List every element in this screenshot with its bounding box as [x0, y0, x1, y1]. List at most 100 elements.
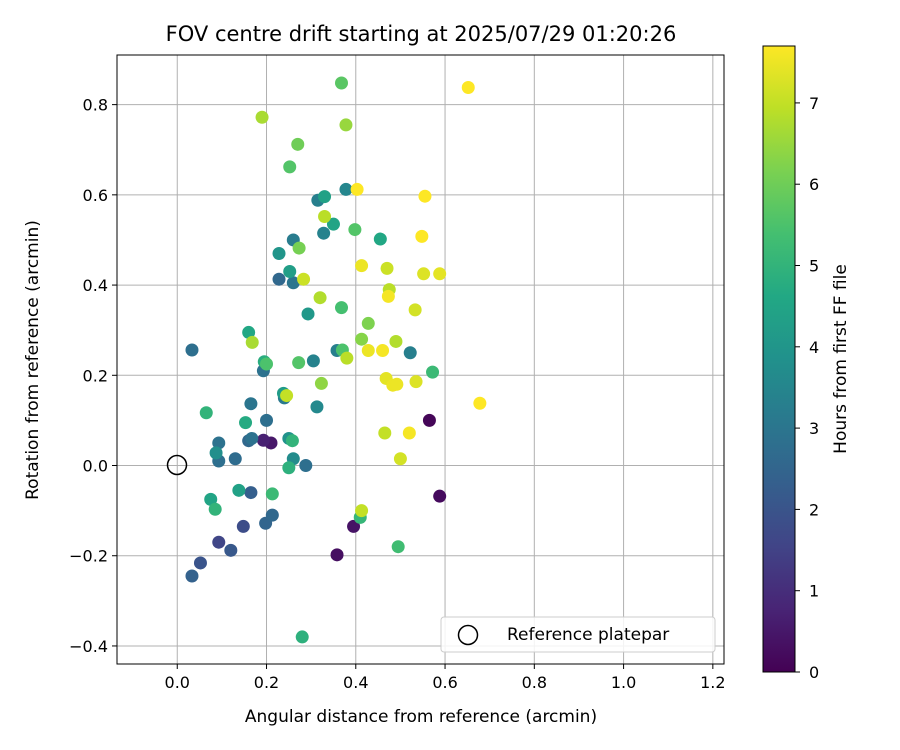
- legend: Reference platepar: [440, 616, 716, 653]
- data-point: [265, 487, 279, 501]
- data-point: [285, 434, 299, 448]
- data-point: [297, 272, 311, 286]
- chart-title: FOV centre drift starting at 2025/07/29 …: [166, 22, 677, 46]
- data-point: [348, 223, 362, 237]
- data-point: [393, 452, 407, 466]
- y-tick-label: 0.6: [83, 186, 108, 205]
- data-point: [260, 357, 274, 371]
- data-point: [361, 343, 375, 357]
- data-point: [204, 492, 218, 506]
- colorbar-tick-label: 0: [809, 663, 819, 682]
- plot-frame: [116, 54, 725, 665]
- data-point: [391, 540, 405, 554]
- data-point: [272, 246, 286, 260]
- data-point: [236, 519, 250, 533]
- data-point: [339, 118, 353, 132]
- x-axis-ticks: 0.0 0.2 0.4 0.6 0.8 1.0 1.2: [165, 664, 726, 692]
- data-point: [339, 182, 353, 196]
- data-point: [212, 535, 226, 549]
- x-tick-label: 0.4: [343, 673, 368, 692]
- data-point: [245, 335, 259, 349]
- y-tick-label: 0.4: [83, 276, 108, 295]
- data-point: [245, 431, 259, 445]
- data-point: [409, 375, 423, 389]
- data-point: [378, 426, 392, 440]
- data-point: [335, 301, 349, 315]
- data-point: [244, 397, 258, 411]
- data-point: [199, 406, 213, 420]
- data-point: [283, 265, 297, 279]
- data-point: [330, 548, 344, 562]
- data-point: [461, 80, 475, 94]
- y-tick-label: 0.8: [83, 96, 108, 115]
- data-point: [355, 259, 369, 273]
- data-point: [193, 556, 207, 570]
- data-point: [318, 190, 332, 204]
- data-point: [299, 459, 313, 473]
- data-point: [301, 307, 315, 321]
- data-point: [185, 343, 199, 357]
- colorbar-tick-label: 1: [809, 582, 819, 601]
- data-point: [232, 483, 246, 497]
- data-point: [228, 452, 242, 466]
- colorbar-tick-label: 6: [809, 175, 819, 194]
- x-tick-label: 1.2: [700, 673, 725, 692]
- legend-reference-marker: [457, 624, 479, 646]
- data-point: [415, 229, 429, 243]
- x-tick-label: 0.8: [522, 673, 547, 692]
- data-point: [185, 569, 199, 583]
- data-point: [256, 433, 270, 447]
- reference-marker: [166, 454, 188, 476]
- data-point: [389, 334, 403, 348]
- data-point: [292, 241, 306, 255]
- data-point: [260, 413, 274, 427]
- data-point: [350, 182, 364, 196]
- data-point: [373, 232, 387, 246]
- data-point: [426, 365, 440, 379]
- data-points: [185, 76, 487, 644]
- data-point: [209, 446, 223, 460]
- x-tick-label: 1.0: [611, 673, 636, 692]
- data-point: [283, 160, 297, 174]
- colorbar-tick-label: 4: [809, 338, 819, 357]
- data-point: [390, 377, 404, 391]
- colorbar-label: Hours from first FF file: [831, 264, 851, 454]
- data-point: [376, 343, 390, 357]
- data-point: [326, 217, 340, 231]
- data-point: [318, 209, 332, 223]
- data-point: [335, 76, 349, 90]
- data-point: [380, 261, 394, 275]
- data-point: [403, 346, 417, 360]
- colorbar-tick-label: 5: [809, 257, 819, 276]
- data-point: [355, 332, 369, 346]
- data-point: [291, 137, 305, 151]
- data-point: [306, 354, 320, 368]
- colorbar-tick-label: 3: [809, 419, 819, 438]
- grid-lines: [117, 55, 724, 664]
- data-point: [355, 504, 369, 518]
- colorbar-tick-label: 2: [809, 500, 819, 519]
- data-point: [286, 276, 300, 290]
- y-axis-label: Rotation from reference (arcmin): [23, 220, 43, 500]
- data-point: [433, 267, 447, 281]
- data-point: [473, 396, 487, 410]
- data-point: [224, 543, 238, 557]
- x-axis-label: Angular distance from reference (arcmin): [245, 707, 597, 727]
- data-point: [244, 486, 258, 500]
- y-tick-label: 0.2: [83, 366, 108, 385]
- data-point: [361, 316, 375, 330]
- legend-box: [440, 616, 716, 653]
- data-point: [265, 508, 279, 522]
- x-tick-label: 0.0: [165, 673, 190, 692]
- data-point: [402, 426, 416, 440]
- data-point: [208, 502, 222, 516]
- data-point: [314, 376, 328, 390]
- y-axis-ticks: −0.4 −0.2 0.0 0.2 0.4 0.6 0.8: [69, 96, 117, 656]
- data-point: [340, 351, 354, 365]
- data-point: [310, 400, 324, 414]
- data-point: [295, 630, 309, 644]
- data-point: [417, 267, 431, 281]
- legend-reference-label: Reference platepar: [507, 625, 669, 645]
- data-point: [255, 110, 269, 124]
